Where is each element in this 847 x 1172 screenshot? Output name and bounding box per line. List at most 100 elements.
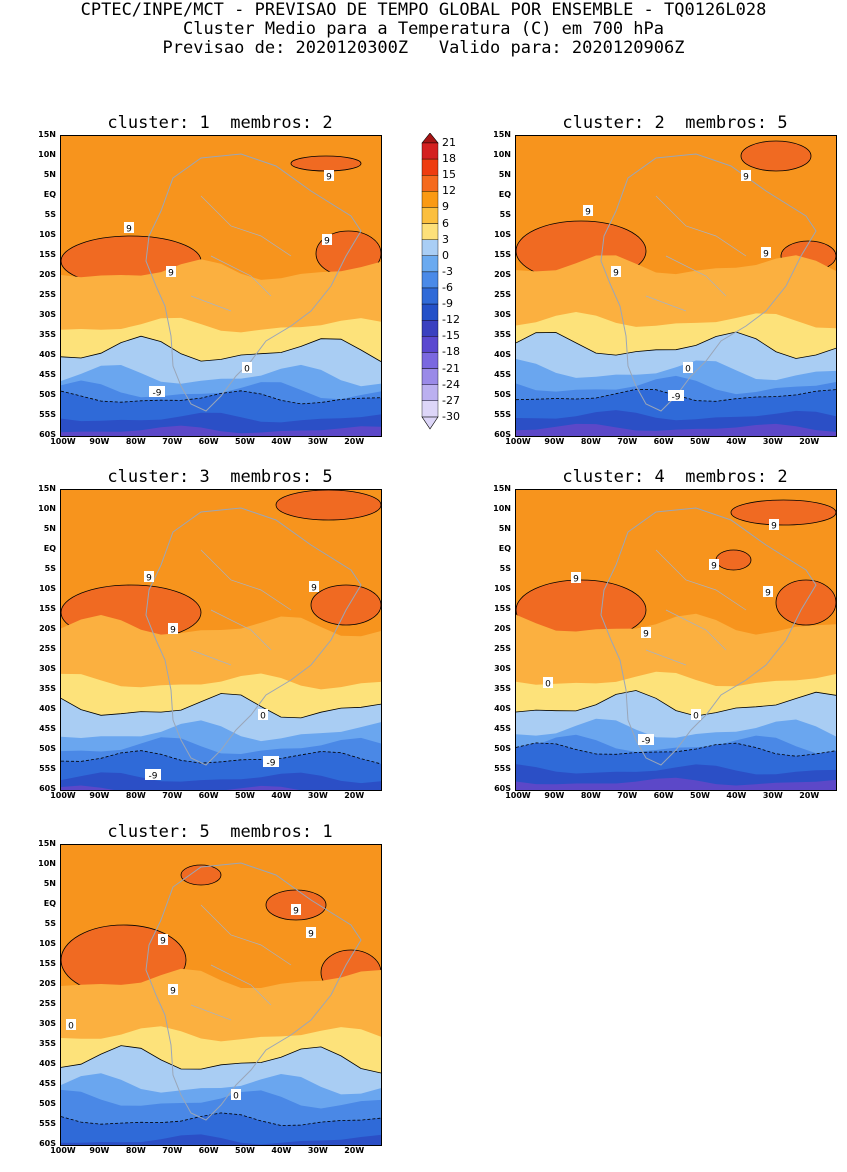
svg-text:-9: -9 xyxy=(149,772,158,782)
panel-title: cluster: 2 membros: 5 xyxy=(562,113,788,133)
lat-tick-label: 20S xyxy=(39,979,56,988)
lon-tick-label: 30W xyxy=(762,791,783,800)
colorbar-tick-label: 3 xyxy=(442,232,449,246)
lat-tick-label: 40S xyxy=(494,704,511,713)
contour-label: 9 xyxy=(309,581,319,594)
lon-tick-label: 50W xyxy=(690,791,710,800)
country-borders xyxy=(190,904,292,1021)
coastline-outline xyxy=(145,507,362,766)
contour-label: 9 xyxy=(168,984,178,997)
lat-tick-label: EQ xyxy=(43,190,56,199)
colorbar-tick-label: -27 xyxy=(442,393,460,407)
lon-tick-label: 90W xyxy=(544,791,565,800)
svg-text:9: 9 xyxy=(311,584,317,594)
svg-text:9: 9 xyxy=(573,575,579,585)
lat-tick-label: 15N xyxy=(493,130,511,139)
country-borders xyxy=(645,195,747,312)
lat-tick-label: 15N xyxy=(493,484,511,493)
lat-tick-label: 5N xyxy=(43,879,56,888)
lat-tick-label: 50S xyxy=(494,744,511,753)
svg-text:9: 9 xyxy=(293,907,299,917)
contour-label: 9 xyxy=(291,904,301,917)
lat-tick-label: 15N xyxy=(38,839,56,848)
contour-label: 9 xyxy=(641,627,651,640)
colorbar-tick-label: 15 xyxy=(442,168,456,182)
colorbar-tick-label: 6 xyxy=(442,216,449,230)
lat-tick-label: 60S xyxy=(39,430,56,439)
lon-tick-label: 90W xyxy=(89,437,110,446)
lat-tick-label: 25S xyxy=(39,290,56,299)
lat-tick-label: 25S xyxy=(494,290,511,299)
colorbar-tick-label: -6 xyxy=(442,281,453,294)
lat-tick-label: 35S xyxy=(494,684,511,693)
contour-label: 9 xyxy=(306,927,316,940)
coastline-outline xyxy=(600,507,817,766)
lat-tick-label: 55S xyxy=(494,410,511,419)
lat-tick-label: 25S xyxy=(39,999,56,1008)
contour-label: 0 xyxy=(691,709,701,722)
lon-tick-label: 30W xyxy=(307,437,328,446)
lat-tick-label: 5N xyxy=(498,524,511,533)
lat-tick-label: 15S xyxy=(494,250,511,259)
lat-tick-label: 20S xyxy=(494,270,511,279)
map-panel-cluster-3: cluster: 3 membros: 5 9 9 9 0 -9 -9 15N 10N 5N EQ… xyxy=(0,467,400,817)
lat-tick-label: 55S xyxy=(39,764,56,773)
lon-tick-label: 70W xyxy=(617,437,638,446)
colorbar-tick-label: 18 xyxy=(442,152,456,166)
lat-tick-label: 35S xyxy=(39,684,56,693)
lat-tick-label: EQ xyxy=(43,544,56,553)
lat-tick-label: 10S xyxy=(494,584,511,593)
lat-tick-label: 30S xyxy=(39,664,56,673)
lon-tick-label: 80W xyxy=(125,437,146,446)
temperature-map: 9 9 9 9 9 0 0 -9 xyxy=(515,489,837,791)
lat-tick-label: 45S xyxy=(494,724,511,733)
lat-tick-label: 50S xyxy=(39,1099,56,1108)
lon-tick-label: 100W xyxy=(50,437,76,446)
country-borders xyxy=(190,549,292,666)
svg-text:9: 9 xyxy=(711,562,717,572)
lon-tick-label: 50W xyxy=(690,437,710,446)
lon-tick-label: 20W xyxy=(344,1146,365,1155)
lat-tick-label: 25S xyxy=(39,644,56,653)
lat-tick-label: 25S xyxy=(494,644,511,653)
lat-tick-label: 45S xyxy=(39,370,56,379)
lat-tick-label: 60S xyxy=(494,430,511,439)
lat-tick-label: 5S xyxy=(44,210,56,219)
contour-label: 9 xyxy=(763,586,773,599)
contour-label: -9 xyxy=(149,386,165,399)
temperature-map: 9 9 9 9 0 0 xyxy=(60,844,382,1146)
lat-tick-label: 45S xyxy=(39,724,56,733)
lon-tick-label: 40W xyxy=(271,437,292,446)
lon-tick-label: 80W xyxy=(580,437,601,446)
country-borders xyxy=(645,549,747,666)
contour-label: 9 xyxy=(741,170,751,183)
lat-tick-label: 30S xyxy=(494,310,511,319)
lat-tick-label: 5S xyxy=(44,919,56,928)
lat-tick-label: 20S xyxy=(494,624,511,633)
lon-tick-label: 90W xyxy=(89,791,110,800)
svg-text:-9: -9 xyxy=(153,389,162,399)
svg-text:9: 9 xyxy=(160,937,166,947)
lat-tick-label: 35S xyxy=(494,330,511,339)
svg-text:9: 9 xyxy=(585,208,591,218)
contour-label: 9 xyxy=(124,222,134,235)
svg-text:0: 0 xyxy=(685,365,691,375)
colorbar-tick-label: 9 xyxy=(442,200,449,214)
lon-tick-label: 20W xyxy=(799,791,820,800)
lon-tick-label: 90W xyxy=(544,437,565,446)
lon-tick-label: 60W xyxy=(198,791,219,800)
lat-tick-label: 10N xyxy=(493,504,511,513)
temperature-map: 9 9 9 0 -9 -9 xyxy=(60,489,382,791)
lon-tick-label: 60W xyxy=(198,437,219,446)
lon-tick-label: 70W xyxy=(162,437,183,446)
svg-text:9: 9 xyxy=(308,930,314,940)
colorbar-tick-label: 21 xyxy=(442,136,456,149)
header-line-1: CPTEC/INPE/MCT - PREVISAO DE TEMPO GLOBA… xyxy=(80,0,767,20)
map-panel-cluster-2: cluster: 2 membros: 5 9 9 9 9 0 -9 15N 10N 5N EQ 5… xyxy=(455,113,847,463)
lon-tick-label: 30W xyxy=(307,791,328,800)
lat-tick-label: 50S xyxy=(39,744,56,753)
lat-tick-label: 10S xyxy=(494,230,511,239)
lon-tick-label: 40W xyxy=(271,1146,292,1155)
map-panel-cluster-1: cluster: 1 membros: 2 9 9 9 9 0 -9 15N 10N 5N EQ 5… xyxy=(0,113,400,463)
lon-tick-label: 40W xyxy=(726,791,747,800)
